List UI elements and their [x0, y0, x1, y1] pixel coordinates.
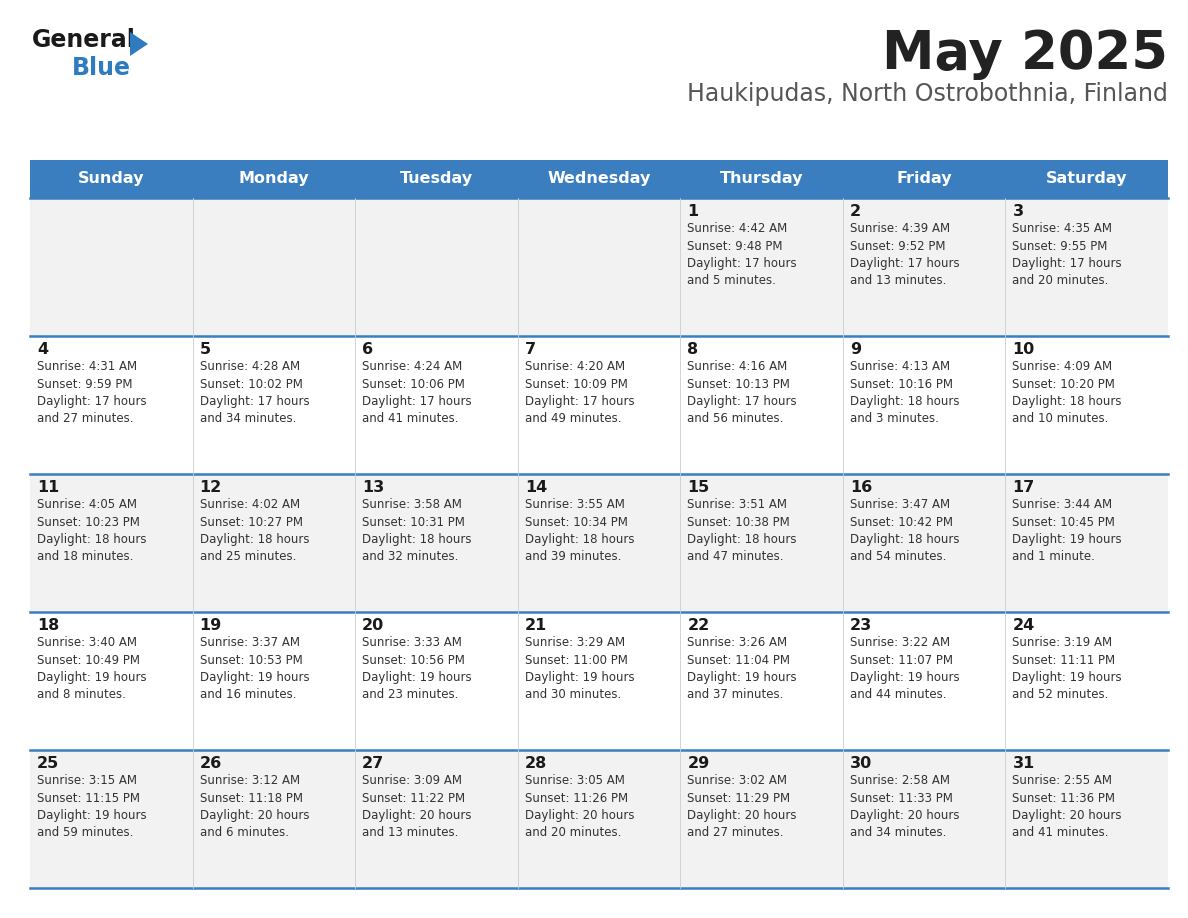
Text: 2: 2 — [849, 204, 861, 219]
Bar — [30, 160, 1168, 198]
Text: 19: 19 — [200, 618, 222, 633]
Text: Sunrise: 3:44 AM
Sunset: 10:45 PM
Daylight: 19 hours
and 1 minute.: Sunrise: 3:44 AM Sunset: 10:45 PM Daylig… — [1012, 498, 1121, 564]
Text: 9: 9 — [849, 342, 861, 357]
Text: Sunrise: 4:16 AM
Sunset: 10:13 PM
Daylight: 17 hours
and 56 minutes.: Sunrise: 4:16 AM Sunset: 10:13 PM Daylig… — [688, 360, 797, 426]
Text: 4: 4 — [37, 342, 49, 357]
Text: 24: 24 — [1012, 618, 1035, 633]
Text: Monday: Monday — [239, 172, 309, 186]
Text: Sunrise: 4:02 AM
Sunset: 10:27 PM
Daylight: 18 hours
and 25 minutes.: Sunrise: 4:02 AM Sunset: 10:27 PM Daylig… — [200, 498, 309, 564]
Text: 16: 16 — [849, 480, 872, 495]
Text: Sunrise: 3:47 AM
Sunset: 10:42 PM
Daylight: 18 hours
and 54 minutes.: Sunrise: 3:47 AM Sunset: 10:42 PM Daylig… — [849, 498, 960, 564]
Text: 28: 28 — [525, 756, 546, 771]
Text: 1: 1 — [688, 204, 699, 219]
Text: 11: 11 — [37, 480, 59, 495]
Text: Sunrise: 3:26 AM
Sunset: 11:04 PM
Daylight: 19 hours
and 37 minutes.: Sunrise: 3:26 AM Sunset: 11:04 PM Daylig… — [688, 636, 797, 701]
Text: 17: 17 — [1012, 480, 1035, 495]
Text: Sunrise: 3:12 AM
Sunset: 11:18 PM
Daylight: 20 hours
and 6 minutes.: Sunrise: 3:12 AM Sunset: 11:18 PM Daylig… — [200, 774, 309, 839]
Text: 10: 10 — [1012, 342, 1035, 357]
Bar — [30, 336, 1168, 474]
Text: 5: 5 — [200, 342, 210, 357]
Text: Sunrise: 3:02 AM
Sunset: 11:29 PM
Daylight: 20 hours
and 27 minutes.: Sunrise: 3:02 AM Sunset: 11:29 PM Daylig… — [688, 774, 797, 839]
Text: 3: 3 — [1012, 204, 1024, 219]
Text: 31: 31 — [1012, 756, 1035, 771]
Text: 8: 8 — [688, 342, 699, 357]
Text: Sunrise: 4:09 AM
Sunset: 10:20 PM
Daylight: 18 hours
and 10 minutes.: Sunrise: 4:09 AM Sunset: 10:20 PM Daylig… — [1012, 360, 1121, 426]
Text: Sunrise: 3:09 AM
Sunset: 11:22 PM
Daylight: 20 hours
and 13 minutes.: Sunrise: 3:09 AM Sunset: 11:22 PM Daylig… — [362, 774, 472, 839]
Text: Wednesday: Wednesday — [548, 172, 651, 186]
Text: Sunrise: 3:40 AM
Sunset: 10:49 PM
Daylight: 19 hours
and 8 minutes.: Sunrise: 3:40 AM Sunset: 10:49 PM Daylig… — [37, 636, 146, 701]
Text: General: General — [32, 28, 135, 52]
Text: 22: 22 — [688, 618, 709, 633]
Bar — [30, 198, 1168, 336]
Text: May 2025: May 2025 — [883, 28, 1168, 80]
Text: Saturday: Saturday — [1045, 172, 1127, 186]
Text: 7: 7 — [525, 342, 536, 357]
Text: 21: 21 — [525, 618, 546, 633]
Text: Sunrise: 3:15 AM
Sunset: 11:15 PM
Daylight: 19 hours
and 59 minutes.: Sunrise: 3:15 AM Sunset: 11:15 PM Daylig… — [37, 774, 146, 839]
Text: Sunrise: 3:22 AM
Sunset: 11:07 PM
Daylight: 19 hours
and 44 minutes.: Sunrise: 3:22 AM Sunset: 11:07 PM Daylig… — [849, 636, 960, 701]
Text: Sunrise: 3:51 AM
Sunset: 10:38 PM
Daylight: 18 hours
and 47 minutes.: Sunrise: 3:51 AM Sunset: 10:38 PM Daylig… — [688, 498, 797, 564]
Text: Sunday: Sunday — [78, 172, 145, 186]
Text: Sunrise: 3:33 AM
Sunset: 10:56 PM
Daylight: 19 hours
and 23 minutes.: Sunrise: 3:33 AM Sunset: 10:56 PM Daylig… — [362, 636, 472, 701]
Text: Sunrise: 3:55 AM
Sunset: 10:34 PM
Daylight: 18 hours
and 39 minutes.: Sunrise: 3:55 AM Sunset: 10:34 PM Daylig… — [525, 498, 634, 564]
Text: 25: 25 — [37, 756, 59, 771]
Text: Sunrise: 3:58 AM
Sunset: 10:31 PM
Daylight: 18 hours
and 32 minutes.: Sunrise: 3:58 AM Sunset: 10:31 PM Daylig… — [362, 498, 472, 564]
Text: 15: 15 — [688, 480, 709, 495]
Text: Sunrise: 4:31 AM
Sunset: 9:59 PM
Daylight: 17 hours
and 27 minutes.: Sunrise: 4:31 AM Sunset: 9:59 PM Dayligh… — [37, 360, 146, 426]
Text: Sunrise: 4:39 AM
Sunset: 9:52 PM
Daylight: 17 hours
and 13 minutes.: Sunrise: 4:39 AM Sunset: 9:52 PM Dayligh… — [849, 222, 960, 287]
Text: 30: 30 — [849, 756, 872, 771]
Text: 20: 20 — [362, 618, 385, 633]
Bar — [30, 750, 1168, 888]
Text: Sunrise: 4:24 AM
Sunset: 10:06 PM
Daylight: 17 hours
and 41 minutes.: Sunrise: 4:24 AM Sunset: 10:06 PM Daylig… — [362, 360, 472, 426]
Text: 26: 26 — [200, 756, 222, 771]
Text: Sunrise: 4:05 AM
Sunset: 10:23 PM
Daylight: 18 hours
and 18 minutes.: Sunrise: 4:05 AM Sunset: 10:23 PM Daylig… — [37, 498, 146, 564]
Text: Sunrise: 2:58 AM
Sunset: 11:33 PM
Daylight: 20 hours
and 34 minutes.: Sunrise: 2:58 AM Sunset: 11:33 PM Daylig… — [849, 774, 960, 839]
Text: Sunrise: 4:20 AM
Sunset: 10:09 PM
Daylight: 17 hours
and 49 minutes.: Sunrise: 4:20 AM Sunset: 10:09 PM Daylig… — [525, 360, 634, 426]
Text: 18: 18 — [37, 618, 59, 633]
Bar — [30, 474, 1168, 612]
Text: 27: 27 — [362, 756, 385, 771]
Text: Sunrise: 3:37 AM
Sunset: 10:53 PM
Daylight: 19 hours
and 16 minutes.: Sunrise: 3:37 AM Sunset: 10:53 PM Daylig… — [200, 636, 309, 701]
Text: 14: 14 — [525, 480, 546, 495]
Text: Haukipudas, North Ostrobothnia, Finland: Haukipudas, North Ostrobothnia, Finland — [687, 82, 1168, 106]
Text: 23: 23 — [849, 618, 872, 633]
Text: Blue: Blue — [72, 56, 131, 80]
Text: Sunrise: 4:13 AM
Sunset: 10:16 PM
Daylight: 18 hours
and 3 minutes.: Sunrise: 4:13 AM Sunset: 10:16 PM Daylig… — [849, 360, 960, 426]
Text: Sunrise: 4:42 AM
Sunset: 9:48 PM
Daylight: 17 hours
and 5 minutes.: Sunrise: 4:42 AM Sunset: 9:48 PM Dayligh… — [688, 222, 797, 287]
Text: Sunrise: 3:19 AM
Sunset: 11:11 PM
Daylight: 19 hours
and 52 minutes.: Sunrise: 3:19 AM Sunset: 11:11 PM Daylig… — [1012, 636, 1121, 701]
Text: 13: 13 — [362, 480, 385, 495]
Text: 6: 6 — [362, 342, 373, 357]
Text: Sunrise: 4:35 AM
Sunset: 9:55 PM
Daylight: 17 hours
and 20 minutes.: Sunrise: 4:35 AM Sunset: 9:55 PM Dayligh… — [1012, 222, 1121, 287]
Text: Sunrise: 4:28 AM
Sunset: 10:02 PM
Daylight: 17 hours
and 34 minutes.: Sunrise: 4:28 AM Sunset: 10:02 PM Daylig… — [200, 360, 309, 426]
Text: Sunrise: 3:29 AM
Sunset: 11:00 PM
Daylight: 19 hours
and 30 minutes.: Sunrise: 3:29 AM Sunset: 11:00 PM Daylig… — [525, 636, 634, 701]
Bar — [30, 612, 1168, 750]
Polygon shape — [129, 32, 148, 56]
Text: 12: 12 — [200, 480, 222, 495]
Text: Sunrise: 2:55 AM
Sunset: 11:36 PM
Daylight: 20 hours
and 41 minutes.: Sunrise: 2:55 AM Sunset: 11:36 PM Daylig… — [1012, 774, 1121, 839]
Text: Thursday: Thursday — [720, 172, 803, 186]
Text: 29: 29 — [688, 756, 709, 771]
Text: Tuesday: Tuesday — [400, 172, 473, 186]
Text: Friday: Friday — [896, 172, 952, 186]
Text: Sunrise: 3:05 AM
Sunset: 11:26 PM
Daylight: 20 hours
and 20 minutes.: Sunrise: 3:05 AM Sunset: 11:26 PM Daylig… — [525, 774, 634, 839]
